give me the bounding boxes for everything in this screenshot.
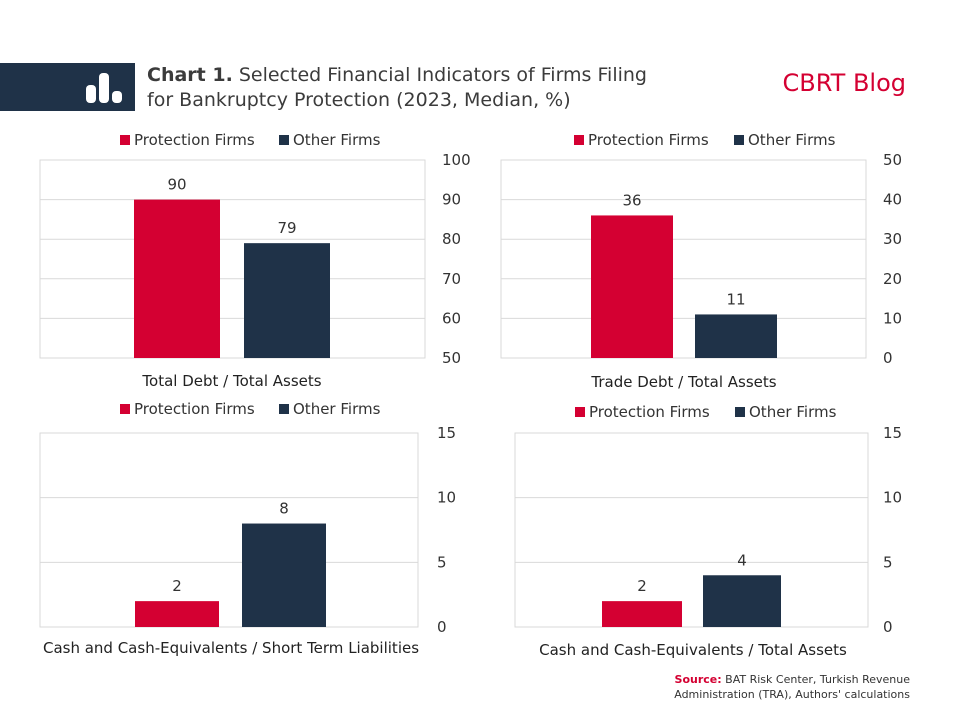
source-label: Source:	[674, 673, 722, 686]
bar-other	[242, 523, 326, 627]
source-text: BAT Risk Center, Turkish Revenue Adminis…	[674, 673, 910, 701]
y-tick-label: 15	[437, 424, 456, 442]
legend-swatch-protection	[575, 407, 585, 417]
plot-frame	[514, 432, 869, 628]
y-tick-label: 50	[442, 349, 461, 367]
title-line-2: for Bankruptcy Protection (2023, Median,…	[147, 89, 571, 111]
y-tick-label: 5	[883, 553, 893, 571]
legend-swatch-protection	[120, 135, 130, 145]
y-tick-label: 90	[442, 191, 461, 209]
legend-label-other: Other Firms	[748, 131, 836, 149]
y-tick-label: 10	[437, 489, 456, 507]
legend-label-other: Other Firms	[749, 403, 837, 421]
bar-other	[244, 243, 330, 358]
bar-chart-icon	[86, 73, 122, 103]
bar-protection	[591, 215, 673, 358]
legend-swatch-other	[734, 135, 744, 145]
data-label: 2	[172, 577, 182, 595]
plot-frame	[39, 432, 419, 628]
y-tick-label: 0	[883, 349, 893, 367]
legend-swatch-other	[279, 404, 289, 414]
bar-protection	[135, 601, 219, 627]
legend-label-protection: Protection Firms	[134, 131, 255, 149]
y-tick-label: 0	[437, 618, 447, 636]
y-tick-label: 70	[442, 270, 461, 288]
category-label: Trade Debt / Total Assets	[590, 373, 776, 391]
y-tick-label: 10	[883, 489, 902, 507]
chart-panel-4: Protection Firms Other Firms 0 5 10 15 2 4 Cash …	[514, 403, 902, 659]
data-label: 36	[622, 191, 641, 209]
y-tick-label: 40	[883, 191, 902, 209]
plot-frame	[39, 159, 426, 359]
chart-title: Chart 1. Selected Financial Indicators o…	[147, 63, 707, 113]
y-tick-label: 30	[883, 230, 902, 248]
legend-label-protection: Protection Firms	[588, 131, 709, 149]
y-tick-label: 0	[883, 618, 893, 636]
legend-swatch-other	[735, 407, 745, 417]
brand-logo: CBRT Blog	[782, 69, 907, 97]
y-tick-label: 100	[442, 151, 471, 169]
y-tick-label: 10	[883, 309, 902, 327]
title-line-1: Selected Financial Indicators of Firms F…	[238, 64, 647, 86]
legend-label-other: Other Firms	[293, 400, 381, 418]
data-label: 11	[726, 290, 745, 308]
y-tick-label: 20	[883, 270, 902, 288]
legend-label-protection: Protection Firms	[589, 403, 710, 421]
source-note: Source: BAT Risk Center, Turkish Revenue…	[610, 672, 910, 702]
bar-protection	[134, 199, 220, 358]
legend-swatch-protection	[574, 135, 584, 145]
category-label: Total Debt / Total Assets	[141, 372, 321, 390]
data-label: 90	[167, 176, 186, 194]
category-label: Cash and Cash-Equivalents / Short Term L…	[43, 639, 419, 657]
y-tick-label: 5	[437, 553, 447, 571]
y-tick-label: 80	[442, 230, 461, 248]
data-label: 8	[279, 500, 289, 518]
legend-swatch-other	[279, 135, 289, 145]
chart-panel-1: Protection Firms Other Firms 50 60 70 80 90 100…	[39, 131, 471, 390]
y-tick-label: 50	[883, 151, 902, 169]
chart-panel-3: Protection Firms Other Firms 0 5 10 15 2 8 Cash …	[39, 400, 456, 657]
data-label: 4	[737, 551, 747, 569]
title-banner	[0, 63, 135, 111]
legend-swatch-protection	[120, 404, 130, 414]
chart-panel-2: Protection Firms Other Firms 0 10 20 30 40 50 36…	[500, 131, 902, 391]
bar-other	[695, 314, 777, 358]
data-label: 2	[637, 577, 647, 595]
y-tick-label: 60	[442, 309, 461, 327]
bar-protection	[602, 601, 682, 627]
chart-number: Chart 1.	[147, 64, 233, 86]
bar-other	[703, 575, 781, 627]
legend-label-other: Other Firms	[293, 131, 381, 149]
data-label: 79	[277, 219, 296, 237]
category-label: Cash and Cash-Equivalents / Total Assets	[539, 641, 847, 659]
y-tick-label: 15	[883, 424, 902, 442]
legend-label-protection: Protection Firms	[134, 400, 255, 418]
plot-frame	[500, 159, 867, 359]
